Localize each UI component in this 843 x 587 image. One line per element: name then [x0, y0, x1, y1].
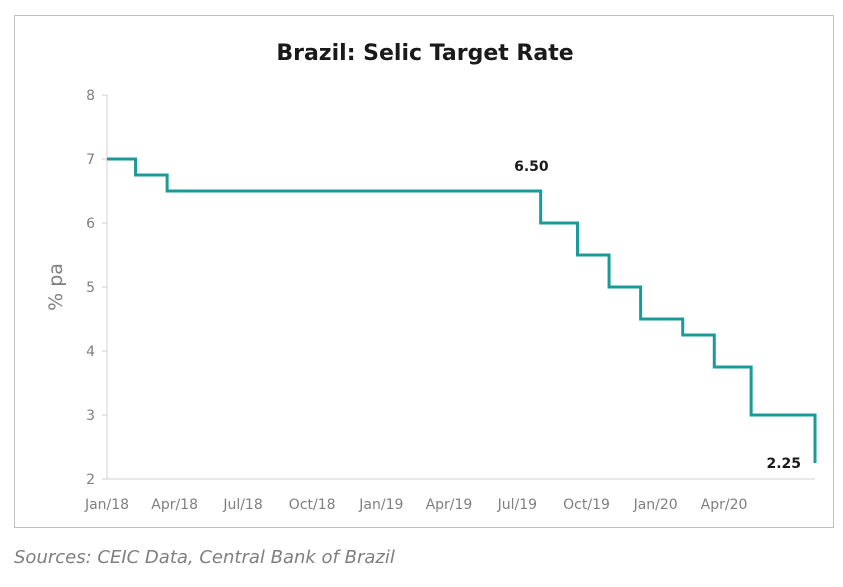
y-tick-label: 6 — [86, 216, 95, 232]
chart-svg: Brazil: Selic Target Rate % pa 2 3 4 5 6 7 8 J… — [45, 41, 817, 513]
chart-title: Brazil: Selic Target Rate — [276, 41, 573, 66]
y-tick-label: 8 — [86, 88, 95, 104]
x-tick-labels: Jan/18 Apr/18 Jul/18 Oct/18 Jan/19 Apr/19 Jul/… — [84, 497, 748, 513]
y-axis-label: % pa — [45, 263, 67, 311]
y-tick-labels: 2 3 4 5 6 7 8 — [86, 88, 107, 488]
x-tick-label: Apr/18 — [151, 497, 198, 513]
y-tick-label: 7 — [86, 152, 95, 168]
y-tick-label: 3 — [86, 408, 95, 424]
x-tick-label: Apr/20 — [701, 497, 748, 513]
y-tick-label: 2 — [86, 472, 95, 488]
y-tick-label: 4 — [86, 344, 95, 360]
data-label: 6.50 — [514, 159, 549, 175]
x-tick-label: Jul/19 — [497, 497, 537, 513]
x-tick-label: Jan/18 — [84, 497, 129, 513]
data-labels: 6.50 2.25 — [514, 159, 801, 472]
x-tick-label: Oct/18 — [289, 497, 336, 513]
data-label: 2.25 — [766, 456, 801, 472]
x-tick-label: Jan/19 — [358, 497, 403, 513]
x-tick-label: Jul/18 — [222, 497, 262, 513]
x-tick-label: Apr/19 — [426, 497, 473, 513]
x-tick-label: Oct/19 — [563, 497, 610, 513]
source-note: Sources: CEIC Data, Central Bank of Braz… — [14, 547, 395, 568]
chart-frame: Brazil: Selic Target Rate % pa 2 3 4 5 6 7 8 J… — [14, 15, 834, 528]
series-line — [107, 157, 817, 463]
y-tick-label: 5 — [86, 280, 95, 296]
x-tick-label: Jan/20 — [633, 497, 678, 513]
